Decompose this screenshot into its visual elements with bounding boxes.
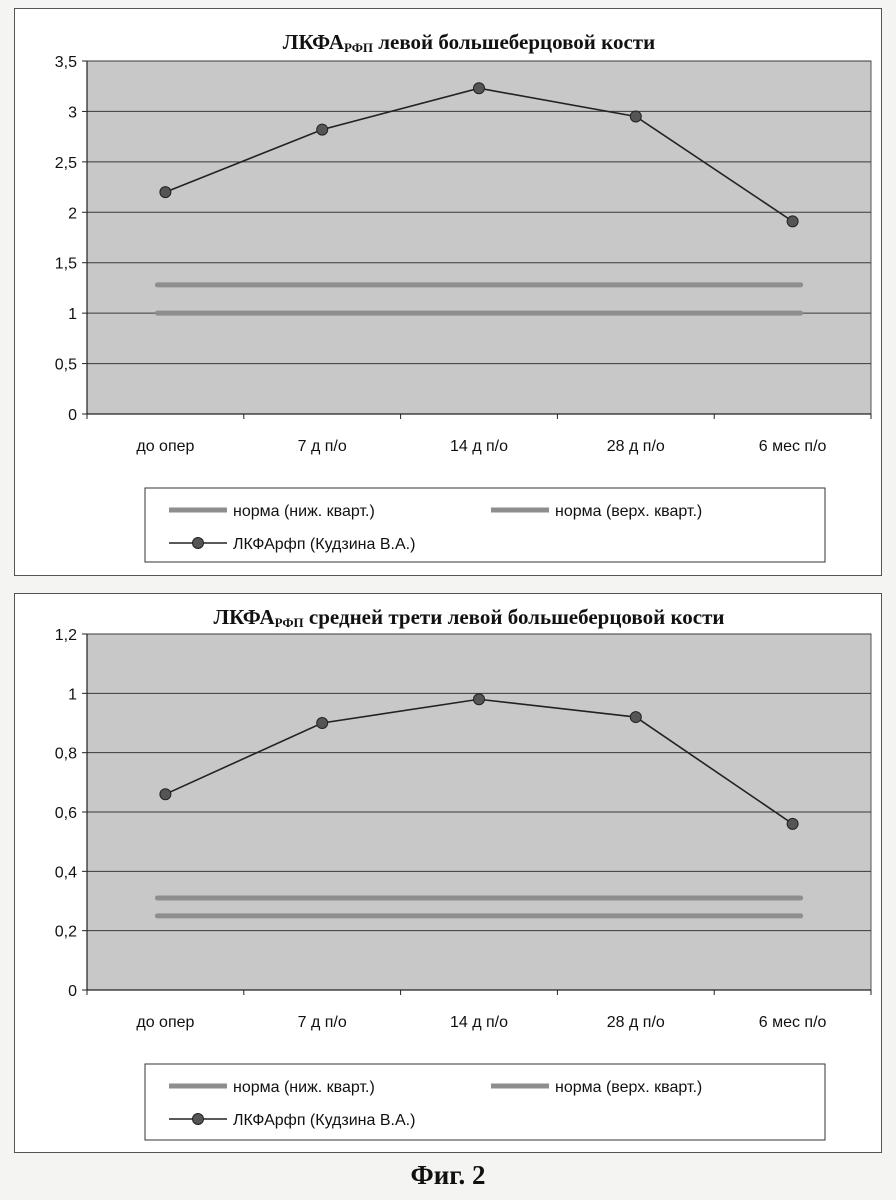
chart-svg-tibia: ЛКФАРФП левой большеберцовой кости 0 0,5 1 1… [15,9,881,575]
chart-svg-tibia-middle-third: ЛКФАРФП средней трети левой большеберцов… [15,594,881,1152]
chart-title-subscript: РФП [275,615,304,630]
plot-area [87,61,871,414]
legend-label: норма (верх. кварт.) [555,503,702,520]
y-tick-label: 0 [68,983,77,1000]
x-tick-label: 6 мес п/о [759,1014,827,1031]
y-tick-label: 0,8 [55,746,77,763]
x-tick-label: до опер [136,1014,194,1031]
y-tick-label: 1,5 [55,256,77,273]
x-tick-label: 28 д п/о [607,1014,665,1031]
y-tick-label: 0,6 [55,805,77,822]
y-tick-label: 2 [68,205,77,222]
x-tick-label: 7 д п/о [298,438,347,455]
x-tick-label: 14 д п/о [450,438,508,455]
data-point-1 [317,718,328,729]
data-point-4 [787,216,798,227]
chart-title-main: ЛКФА [283,30,345,54]
chart-title-rest: левой большеберцовой кости [373,30,655,54]
legend-label: ЛКФАрфп (Кудзина В.А.) [233,1112,415,1129]
data-point-1 [317,124,328,135]
data-point-0 [160,789,171,800]
x-tick-label: 7 д п/о [298,1014,347,1031]
y-tick-label: 1 [68,306,77,323]
data-point-3 [630,712,641,723]
x-tick-label: до опер [136,438,194,455]
chart-title: ЛКФАРФП средней трети левой большеберцов… [213,605,724,630]
chart-panel-tibia-middle-third: ЛКФАРФП средней трети левой большеберцов… [14,593,882,1153]
figure-caption: Фиг. 2 [0,1160,896,1191]
y-tick-label: 1 [68,686,77,703]
legend-label: норма (верх. кварт.) [555,1079,702,1096]
y-tick-label: 0,2 [55,924,77,941]
x-tick-label: 28 д п/о [607,438,665,455]
y-tick-label: 3 [68,104,77,121]
y-tick-label: 0,5 [55,357,77,374]
legend-label: ЛКФАрфп (Кудзина В.А.) [233,536,415,553]
y-tick-label: 3,5 [55,54,77,71]
chart-panel-tibia: ЛКФАРФП левой большеберцовой кости 0 0,5 1 1… [14,8,882,576]
x-tick-label: 14 д п/о [450,1014,508,1031]
data-point-0 [160,187,171,198]
data-point-3 [630,111,641,122]
y-tick-label: 1,2 [55,627,77,644]
data-point-2 [474,83,485,94]
chart-title-subscript: РФП [344,40,373,55]
chart-title: ЛКФАРФП левой большеберцовой кости [283,30,655,55]
legend-label: норма (ниж. кварт.) [233,1079,375,1096]
legend-swatch-marker [193,1114,204,1125]
legend-swatch-marker [193,538,204,549]
x-tick-label: 6 мес п/о [759,438,827,455]
data-point-2 [474,694,485,705]
chart-title-rest: средней трети левой большеберцовой кости [304,605,725,629]
chart-title-main: ЛКФА [213,605,275,629]
y-tick-label: 2,5 [55,155,77,172]
y-tick-label: 0,4 [55,864,77,881]
y-tick-label: 0 [68,407,77,424]
legend-label: норма (ниж. кварт.) [233,503,375,520]
data-point-4 [787,818,798,829]
